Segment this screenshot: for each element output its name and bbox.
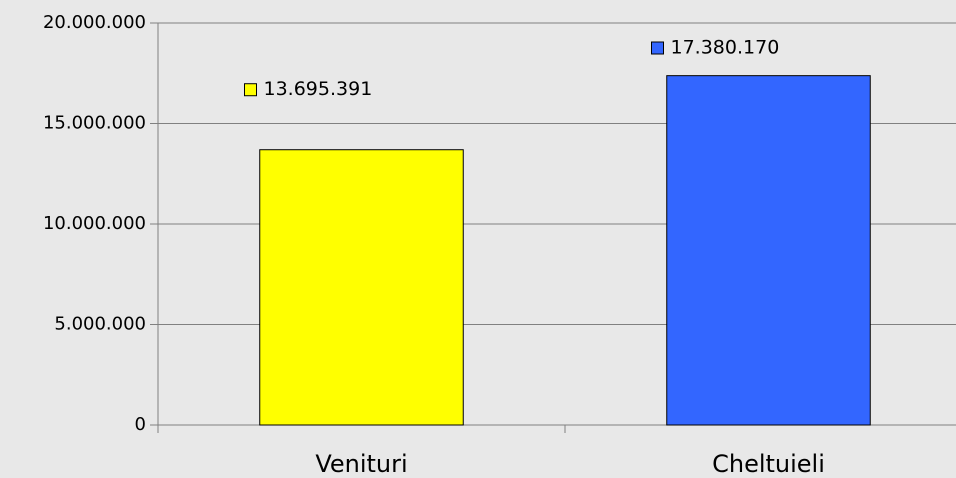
y-tick-label: 10.000.000 (43, 213, 146, 234)
y-tick-label: 5.000.000 (54, 314, 146, 335)
y-tick-label: 20.000.000 (43, 12, 146, 33)
x-tick-label: Cheltuieli (712, 450, 825, 478)
bar (666, 75, 871, 426)
y-tick-label: 15.000.000 (43, 113, 146, 134)
bar (259, 149, 464, 426)
y-tick-label: 0 (135, 414, 146, 435)
label-key (651, 41, 664, 55)
label-key (244, 83, 257, 97)
x-tick-label: Venituri (315, 450, 407, 478)
value-label: 17.380.170 (671, 37, 780, 59)
value-label: 13.695.391 (264, 78, 373, 100)
